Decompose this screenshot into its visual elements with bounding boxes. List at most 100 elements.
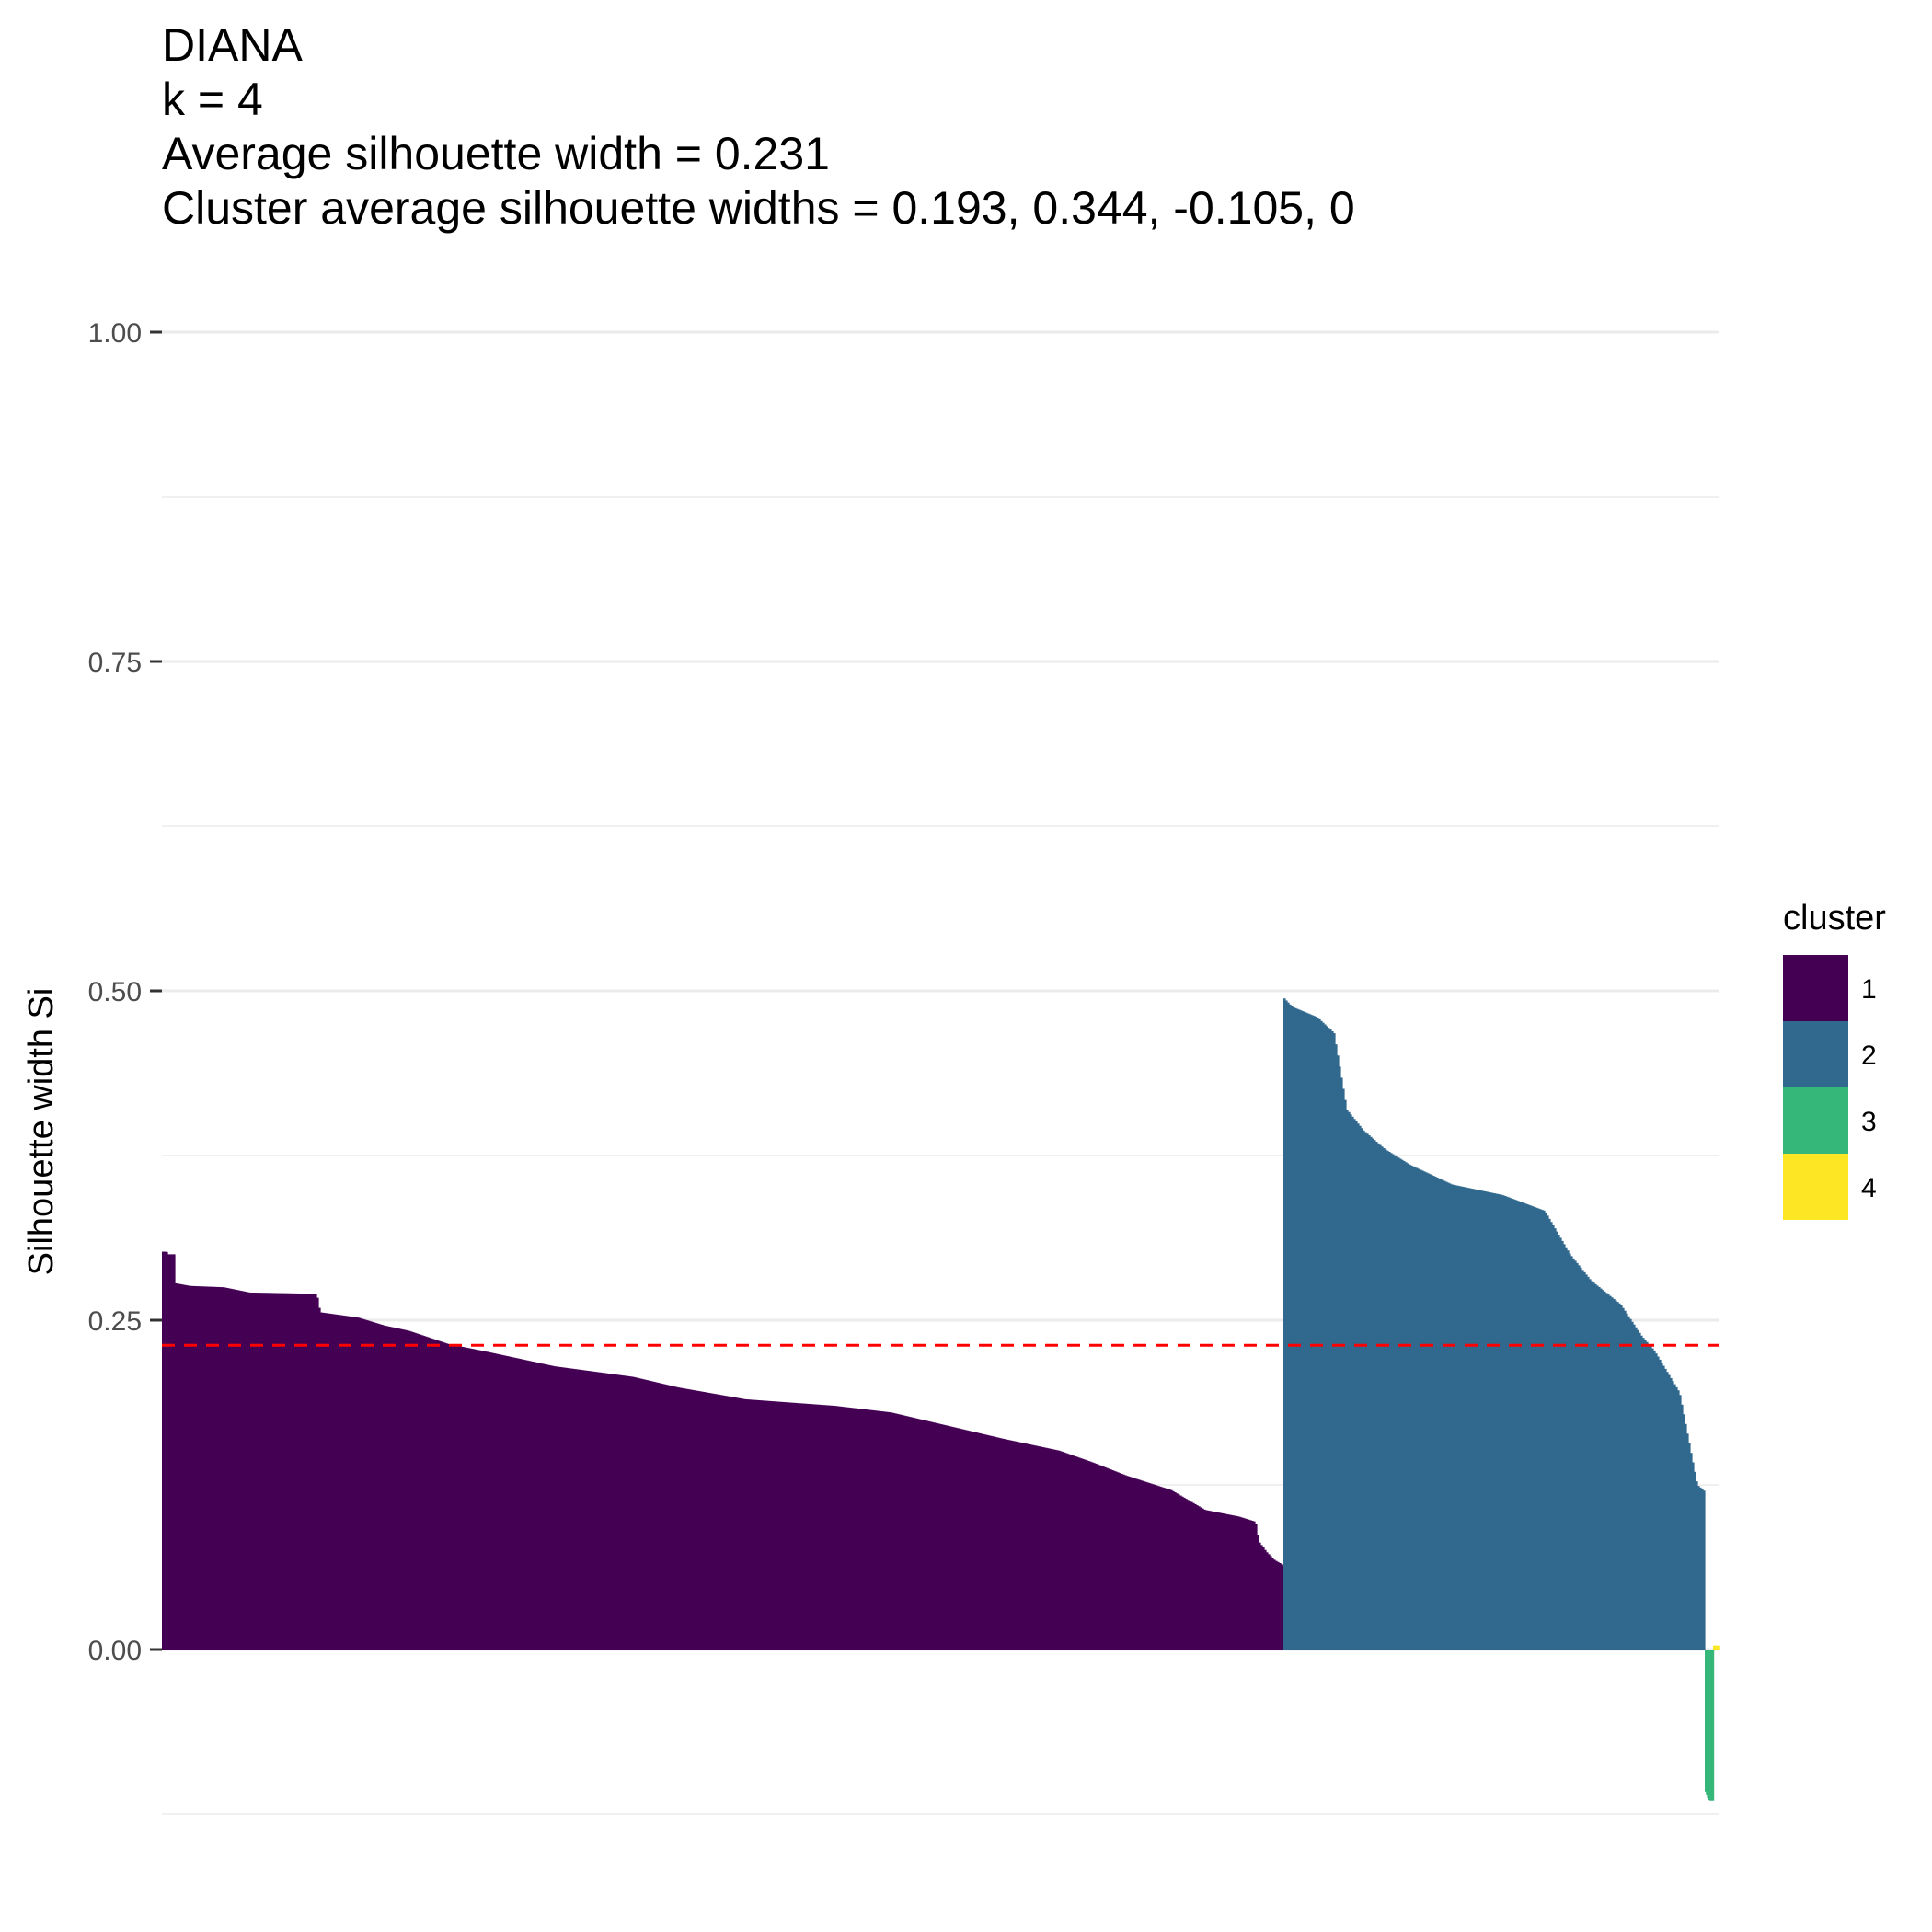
silhouette-bar-cluster-1 (1260, 1545, 1263, 1650)
silhouette-bar-cluster-1 (500, 1354, 503, 1650)
silhouette-bar-cluster-1 (202, 1286, 205, 1650)
silhouette-bar-cluster-1 (1141, 1480, 1144, 1650)
silhouette-bar-cluster-2 (1672, 1381, 1674, 1650)
silhouette-bar-cluster-1 (775, 1401, 777, 1650)
silhouette-bar-cluster-1 (1084, 1459, 1087, 1650)
cluster-3-bars (1705, 1650, 1715, 1801)
silhouette-bar-cluster-1 (1163, 1488, 1166, 1650)
silhouette-bar-cluster-1 (197, 1286, 200, 1650)
silhouette-bar-cluster-1 (867, 1409, 869, 1650)
silhouette-bar-cluster-1 (997, 1437, 1000, 1650)
silhouette-bar-cluster-2 (1681, 1404, 1684, 1650)
legend-label-cluster-2: 2 (1861, 1041, 1877, 1071)
silhouette-bar-cluster-1 (1214, 1512, 1217, 1650)
silhouette-bar-cluster-1 (808, 1403, 811, 1650)
silhouette-bar-cluster-1 (1139, 1479, 1142, 1650)
silhouette-bar-cluster-1 (920, 1419, 923, 1650)
silhouette-bar-cluster-1 (1235, 1515, 1237, 1650)
silhouette-bar-cluster-1 (953, 1427, 956, 1650)
silhouette-bar-cluster-1 (223, 1287, 225, 1650)
silhouette-bar-cluster-1 (1187, 1500, 1190, 1650)
silhouette-bar-cluster-1 (569, 1368, 571, 1650)
silhouette-bar-cluster-1 (811, 1404, 814, 1650)
silhouette-bar-cluster-2 (1466, 1187, 1468, 1650)
silhouette-bar-cluster-2 (1622, 1307, 1625, 1650)
silhouette-bar-cluster-2 (1701, 1489, 1704, 1650)
silhouette-bar-cluster-2 (1447, 1182, 1450, 1650)
silhouette-bar-cluster-2 (1637, 1329, 1639, 1650)
silhouette-bar-cluster-2 (1594, 1283, 1597, 1650)
silhouette-bar-cluster-2 (1342, 1088, 1345, 1650)
silhouette-bar-cluster-1 (1211, 1511, 1213, 1650)
silhouette-bar-cluster-1 (784, 1402, 787, 1650)
silhouette-bar-cluster-1 (581, 1370, 584, 1650)
silhouette-bar-cluster-1 (434, 1340, 437, 1650)
silhouette-bar-cluster-1 (201, 1286, 203, 1650)
silhouette-bar-cluster-2 (1581, 1270, 1584, 1650)
silhouette-bar-cluster-1 (795, 1402, 798, 1650)
silhouette-bar-cluster-1 (440, 1341, 443, 1650)
silhouette-bar-cluster-2 (1495, 1193, 1498, 1650)
silhouette-bar-cluster-1 (819, 1404, 822, 1650)
silhouette-bar-cluster-3 (1712, 1650, 1715, 1801)
silhouette-bar-cluster-1 (883, 1411, 886, 1650)
silhouette-bar-cluster-1 (309, 1294, 312, 1650)
silhouette-bar-cluster-1 (489, 1352, 492, 1650)
silhouette-bar-cluster-1 (839, 1406, 842, 1650)
silhouette-bar-cluster-1 (1262, 1547, 1265, 1650)
silhouette-bar-cluster-2 (1646, 1341, 1649, 1650)
silhouette-bar-cluster-1 (272, 1293, 275, 1650)
silhouette-bar-cluster-2 (1550, 1222, 1553, 1650)
silhouette-bar-cluster-2 (1580, 1267, 1582, 1650)
silhouette-bar-cluster-1 (1170, 1489, 1173, 1650)
silhouette-bar-cluster-1 (396, 1328, 398, 1650)
y-tick-label: 0.00 (88, 1636, 142, 1666)
silhouette-bar-cluster-2 (1289, 1004, 1292, 1650)
silhouette-bar-cluster-1 (948, 1425, 950, 1650)
silhouette-bar-cluster-1 (278, 1293, 281, 1650)
silhouette-bar-cluster-1 (1113, 1470, 1116, 1650)
silhouette-bar-cluster-1 (480, 1351, 483, 1650)
silhouette-bar-cluster-2 (1377, 1143, 1380, 1650)
bars-layer (162, 998, 1720, 1801)
silhouette-bar-cluster-1 (320, 1312, 323, 1650)
silhouette-bar-cluster-2 (1679, 1395, 1682, 1650)
silhouette-bar-cluster-1 (1137, 1479, 1140, 1650)
silhouette-bar-cluster-1 (1119, 1473, 1121, 1650)
silhouette-bar-cluster-1 (1032, 1444, 1035, 1650)
silhouette-bar-cluster-2 (1587, 1276, 1590, 1650)
silhouette-bar-cluster-1 (903, 1415, 906, 1650)
silhouette-bar-cluster-2 (1469, 1188, 1472, 1650)
silhouette-bar-cluster-1 (405, 1329, 408, 1650)
silhouette-bar-cluster-1 (254, 1293, 257, 1650)
silhouette-bar-cluster-1 (984, 1434, 987, 1650)
silhouette-bar-cluster-1 (1115, 1471, 1118, 1650)
silhouette-bar-cluster-1 (924, 1420, 926, 1650)
silhouette-bar-cluster-2 (1287, 1002, 1290, 1650)
silhouette-bar-cluster-1 (1157, 1486, 1160, 1650)
silhouette-bar-cluster-1 (646, 1380, 649, 1650)
silhouette-bar-cluster-2 (1535, 1207, 1538, 1650)
silhouette-bar-cluster-1 (298, 1293, 301, 1650)
silhouette-bar-cluster-2 (1506, 1196, 1509, 1650)
silhouette-bar-cluster-1 (171, 1254, 174, 1650)
silhouette-bar-cluster-1 (786, 1402, 788, 1650)
silhouette-bar-cluster-2 (1322, 1022, 1325, 1650)
silhouette-bar-cluster-2 (1675, 1386, 1678, 1650)
silhouette-bar-cluster-1 (968, 1431, 971, 1650)
silhouette-bar-cluster-1 (491, 1352, 494, 1650)
silhouette-bar-cluster-1 (810, 1404, 812, 1650)
silhouette-bar-cluster-2 (1666, 1372, 1669, 1650)
silhouette-bar-cluster-1 (1268, 1554, 1271, 1650)
silhouette-bar-cluster-2 (1416, 1167, 1419, 1650)
silhouette-bar-cluster-1 (1019, 1442, 1022, 1650)
silhouette-bar-cluster-1 (850, 1408, 853, 1650)
silhouette-bar-cluster-2 (1471, 1189, 1474, 1650)
silhouette-bar-cluster-2 (1293, 1006, 1295, 1650)
silhouette-bar-cluster-1 (1045, 1447, 1048, 1650)
silhouette-bar-cluster-1 (1102, 1466, 1105, 1650)
silhouette-bar-cluster-1 (495, 1353, 498, 1650)
silhouette-bar-cluster-2 (1307, 1013, 1310, 1650)
silhouette-bar-cluster-1 (946, 1425, 949, 1650)
silhouette-bar-cluster-1 (204, 1286, 207, 1650)
